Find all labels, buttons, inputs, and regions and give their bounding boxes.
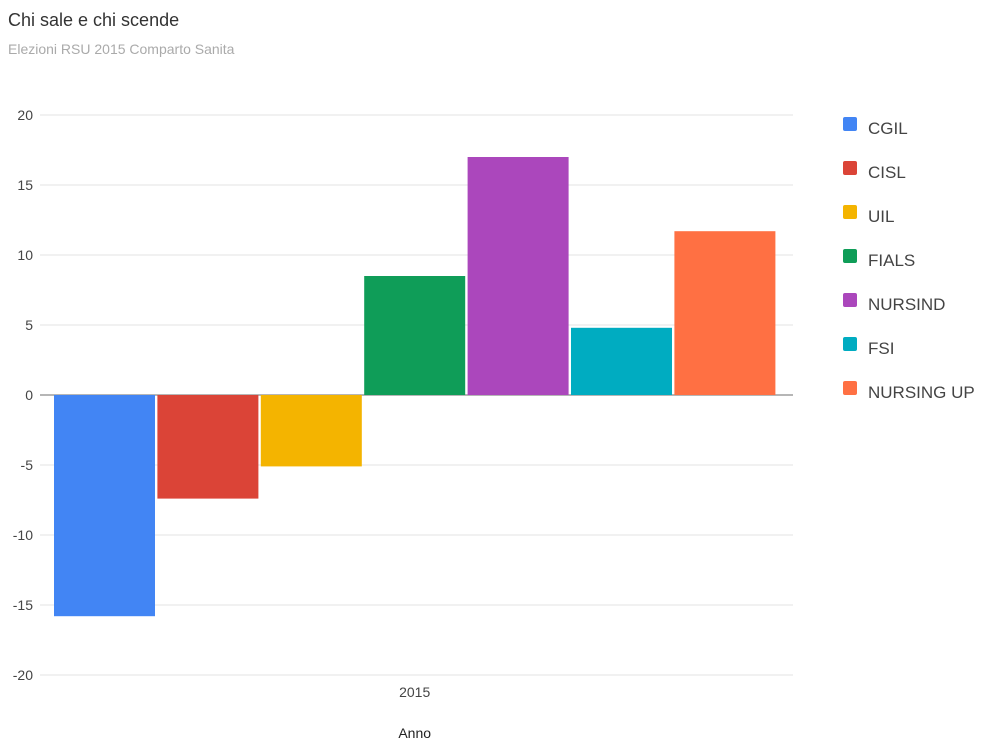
- y-tick-label: 20: [17, 107, 33, 123]
- legend-label: CISL: [868, 163, 906, 182]
- legend-item-uil[interactable]: UIL: [843, 205, 894, 226]
- legend-item-fials[interactable]: FIALS: [843, 249, 915, 270]
- legend-swatch: [843, 337, 857, 351]
- y-tick-label: -10: [13, 527, 33, 543]
- legend-label: CGIL: [868, 119, 908, 138]
- bar-cisl[interactable]: [157, 395, 259, 499]
- y-tick-label: 15: [17, 177, 33, 193]
- bar-nursing-up[interactable]: [674, 231, 776, 395]
- legend-swatch: [843, 117, 857, 131]
- y-tick-label: 0: [25, 387, 33, 403]
- legend-swatch: [843, 161, 857, 175]
- y-tick-label: 5: [25, 317, 33, 333]
- x-tick-label: 2015: [399, 684, 430, 700]
- chart-title: Chi sale e chi scende: [8, 10, 180, 30]
- legend-swatch: [843, 293, 857, 307]
- legend-label: NURSIND: [868, 295, 945, 314]
- legend-item-nursind[interactable]: NURSIND: [843, 293, 945, 314]
- chart-subtitle: Elezioni RSU 2015 Comparto Sanita: [8, 41, 235, 57]
- bars: [54, 157, 776, 617]
- y-tick-label: -5: [21, 457, 34, 473]
- legend-swatch: [843, 205, 857, 219]
- legend-item-cgil[interactable]: CGIL: [843, 117, 908, 138]
- bar-fsi[interactable]: [571, 327, 672, 395]
- legend-item-fsi[interactable]: FSI: [843, 337, 894, 358]
- legend-item-nursing-up[interactable]: NURSING UP: [843, 381, 975, 402]
- legend-item-cisl[interactable]: CISL: [843, 161, 906, 182]
- bar-uil[interactable]: [260, 395, 362, 467]
- legend-label: FSI: [868, 339, 894, 358]
- bar-fials[interactable]: [364, 276, 466, 395]
- y-tick-label: -15: [13, 597, 33, 613]
- y-tick-label: -20: [13, 667, 33, 683]
- legend-label: NURSING UP: [868, 383, 975, 402]
- legend-swatch: [843, 381, 857, 395]
- legend: CGIL CISL UIL FIALS NURSIND FSI NURSING UP: [843, 117, 975, 402]
- y-tick-label: 10: [17, 247, 33, 263]
- legend-label: FIALS: [868, 251, 915, 270]
- bar-nursind[interactable]: [467, 157, 569, 395]
- legend-swatch: [843, 249, 857, 263]
- legend-label: UIL: [868, 207, 894, 226]
- bar-cgil[interactable]: [54, 395, 155, 617]
- x-axis-title: Anno: [398, 725, 431, 741]
